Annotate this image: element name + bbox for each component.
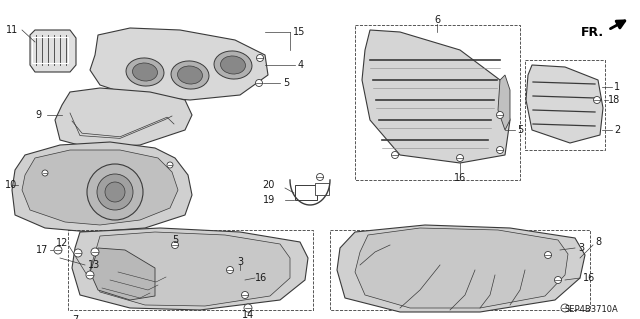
Ellipse shape [177, 66, 202, 84]
Circle shape [241, 292, 248, 299]
Text: 19: 19 [263, 195, 275, 205]
Circle shape [561, 304, 569, 312]
Circle shape [545, 251, 552, 258]
Text: 20: 20 [262, 180, 275, 190]
Text: FR.: FR. [581, 26, 604, 39]
Text: 3: 3 [578, 243, 584, 253]
Text: 16: 16 [255, 273, 268, 283]
Circle shape [392, 152, 399, 159]
Bar [295, 185, 317, 200]
Text: 16: 16 [583, 273, 595, 283]
Text: 8: 8 [595, 237, 601, 247]
Text: 12: 12 [56, 238, 68, 248]
Circle shape [172, 241, 179, 249]
Text: 2: 2 [614, 125, 620, 135]
Text: 5: 5 [172, 235, 178, 245]
Circle shape [554, 277, 561, 284]
Text: 13: 13 [88, 260, 100, 270]
Circle shape [167, 162, 173, 168]
Circle shape [42, 170, 48, 176]
Text: 5: 5 [283, 78, 289, 88]
Circle shape [497, 112, 504, 118]
Polygon shape [362, 30, 510, 163]
Text: 1: 1 [614, 82, 620, 92]
Text: 16: 16 [454, 173, 466, 183]
Polygon shape [90, 248, 155, 300]
Polygon shape [22, 150, 178, 225]
Circle shape [86, 271, 94, 279]
Text: 4: 4 [298, 60, 304, 70]
Text: 11: 11 [6, 25, 18, 35]
Text: 17: 17 [36, 245, 48, 255]
Polygon shape [55, 88, 192, 148]
Text: 10: 10 [5, 180, 17, 190]
Circle shape [227, 266, 234, 273]
Polygon shape [72, 228, 308, 310]
Ellipse shape [221, 56, 246, 74]
Circle shape [244, 304, 252, 312]
Circle shape [87, 164, 143, 220]
Bar [330, 230, 590, 310]
Circle shape [317, 174, 323, 181]
Polygon shape [498, 75, 510, 130]
Ellipse shape [126, 58, 164, 86]
Polygon shape [30, 30, 76, 72]
Circle shape [257, 55, 264, 62]
Circle shape [593, 97, 600, 103]
Text: 3: 3 [237, 257, 243, 267]
Polygon shape [355, 228, 568, 308]
Ellipse shape [171, 61, 209, 89]
Polygon shape [12, 142, 192, 232]
Ellipse shape [132, 63, 157, 81]
Circle shape [54, 246, 62, 254]
Ellipse shape [214, 51, 252, 79]
Text: 14: 14 [242, 310, 254, 319]
Text: 7: 7 [72, 315, 78, 319]
Text: 5: 5 [517, 125, 524, 135]
Circle shape [255, 79, 262, 86]
Polygon shape [90, 28, 268, 100]
Circle shape [105, 182, 125, 202]
Text: 18: 18 [608, 95, 620, 105]
Bar [525, 60, 605, 150]
Text: 9: 9 [36, 110, 42, 120]
Bar [68, 230, 313, 310]
Circle shape [97, 174, 133, 210]
Circle shape [456, 154, 463, 161]
Text: 15: 15 [293, 27, 305, 37]
Circle shape [497, 146, 504, 153]
Circle shape [74, 249, 82, 257]
Text: 6: 6 [434, 15, 440, 25]
Bar [315, 183, 329, 195]
Polygon shape [337, 225, 585, 312]
Polygon shape [90, 232, 290, 306]
Bar [355, 25, 520, 180]
Polygon shape [526, 65, 603, 143]
Text: SEP4B3710A: SEP4B3710A [564, 306, 618, 315]
Circle shape [91, 248, 99, 256]
